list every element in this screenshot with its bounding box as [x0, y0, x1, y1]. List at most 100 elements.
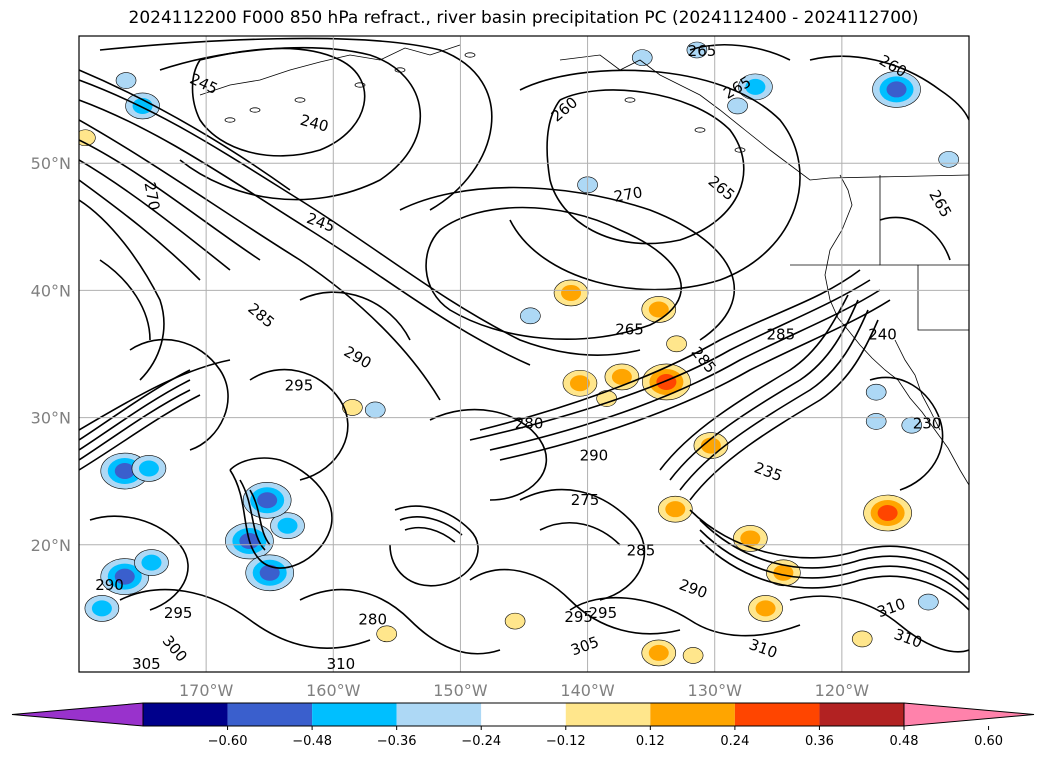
refractivity-contour	[699, 529, 969, 601]
contour-label: 310	[892, 625, 925, 652]
positive-precip-patch	[773, 564, 794, 581]
axis-labels: 50°N 40°N 30°N 20°N 170°W 160°W 150°W 140°W 130°…	[31, 154, 870, 700]
negative-precip-patch	[114, 568, 135, 585]
contour-label: 240	[298, 111, 330, 136]
coastline	[894, 339, 941, 431]
positive-precip-patch	[700, 437, 721, 454]
map-frame	[78, 35, 970, 673]
positive-precip-patch	[665, 501, 686, 518]
contour-label: 265	[925, 187, 955, 221]
refractivity-contour	[404, 526, 456, 543]
coastline	[199, 44, 461, 96]
negative-precip-patch	[727, 97, 748, 115]
positive-precip-patch	[342, 399, 363, 416]
contour-label: 285	[244, 299, 278, 331]
contour-label: 295	[164, 604, 193, 622]
colorbar-tick-label: 0.60	[974, 734, 1003, 749]
refractivity-contour	[299, 291, 411, 341]
refractivity-contour	[479, 269, 861, 431]
contour-label: 295	[285, 376, 314, 394]
refractivity-contour	[79, 199, 165, 381]
negative-precip-patch	[114, 463, 135, 480]
refractivity-contour	[249, 368, 349, 481]
contour-label: 265	[705, 172, 739, 204]
colorbar-extend-low	[11, 702, 144, 727]
refractivity-contour	[659, 294, 849, 471]
colorbar-segment	[565, 703, 651, 726]
refractivity-contour	[389, 505, 479, 587]
refractivity-contour	[879, 216, 951, 261]
positive-precip-patch	[504, 612, 526, 630]
colorbar-tick-label: −0.60	[208, 734, 248, 749]
contour-label: 230	[913, 414, 942, 432]
contour-label: 270	[141, 181, 164, 212]
contour-label: 295	[589, 604, 618, 622]
negative-precip-patch	[631, 49, 653, 66]
contour-label: 290	[580, 446, 609, 464]
contour-label: 310	[327, 655, 356, 673]
positive-precip-patch	[611, 368, 632, 385]
refractivity-contour	[399, 186, 736, 341]
positive-precip-patch	[376, 625, 397, 643]
contour-label: 280	[515, 414, 544, 432]
positive-precip-patch	[569, 375, 590, 392]
island-outline	[394, 67, 406, 73]
colorbar-segment	[396, 703, 482, 726]
lat-tick-label: 40°N	[31, 281, 71, 300]
island-outline	[354, 82, 366, 88]
negative-precip-patch	[141, 554, 162, 571]
refractivity-contour	[79, 389, 191, 461]
refractivity-contour	[99, 259, 151, 341]
refractivity-contour	[469, 568, 681, 635]
refractivity-contour	[539, 522, 621, 546]
refractivity-contour	[469, 279, 871, 441]
refractivity-contour	[79, 179, 201, 281]
lon-tick-label: 140°W	[560, 681, 615, 700]
refractivity-contour	[789, 595, 969, 653]
colorbar-tick-label: 0.12	[636, 734, 665, 749]
contour-label: 290	[677, 575, 710, 602]
positive-precip-patch	[648, 644, 669, 661]
contour-label: 270	[613, 183, 644, 206]
contour-label: 240	[868, 325, 897, 343]
positive-precip-patch	[755, 600, 776, 617]
island-outline	[624, 97, 636, 103]
refractivity-contour	[546, 89, 745, 245]
negative-precip-patch	[364, 401, 386, 419]
refractivity-contour	[79, 159, 231, 271]
colorbar-extend-high	[903, 702, 1035, 727]
refractivity-contour	[689, 509, 969, 581]
colorbar-segment	[227, 703, 313, 726]
negative-precip-patch	[745, 78, 766, 95]
lat-tick-label: 20°N	[31, 536, 71, 555]
island-outline	[294, 97, 306, 103]
colorbar-segment	[312, 703, 397, 726]
colorbar-tick-label: 0.48	[890, 734, 919, 749]
refractivity-contour	[429, 408, 547, 501]
negative-precip-patch	[115, 72, 137, 89]
refractivity-contour	[79, 379, 191, 451]
positive-precip-patch	[648, 301, 669, 318]
negative-precip-patch	[520, 307, 541, 325]
positive-precip-patch	[851, 630, 873, 648]
positive-precip-patch	[596, 390, 617, 407]
positive-precip-patch	[561, 284, 582, 301]
island-outline	[224, 117, 236, 123]
colorbar-segment	[143, 703, 228, 726]
refractivity-contour	[699, 519, 969, 591]
gridlines	[79, 36, 969, 672]
refractivity-contour	[129, 338, 229, 451]
contour-label: 310	[875, 595, 908, 622]
negative-precip-patch	[138, 460, 159, 477]
refractivity-contour	[699, 539, 969, 611]
negative-precip-patch	[918, 593, 939, 611]
lon-tick-label: 120°W	[815, 681, 870, 700]
island-outline	[464, 52, 476, 58]
contour-label: 290	[95, 576, 124, 594]
island-outline	[734, 147, 746, 153]
refractivity-contour	[519, 488, 646, 601]
contour-label: 245	[304, 209, 337, 236]
negative-precip-patch	[865, 413, 887, 430]
negative-precip-patch	[865, 383, 887, 401]
